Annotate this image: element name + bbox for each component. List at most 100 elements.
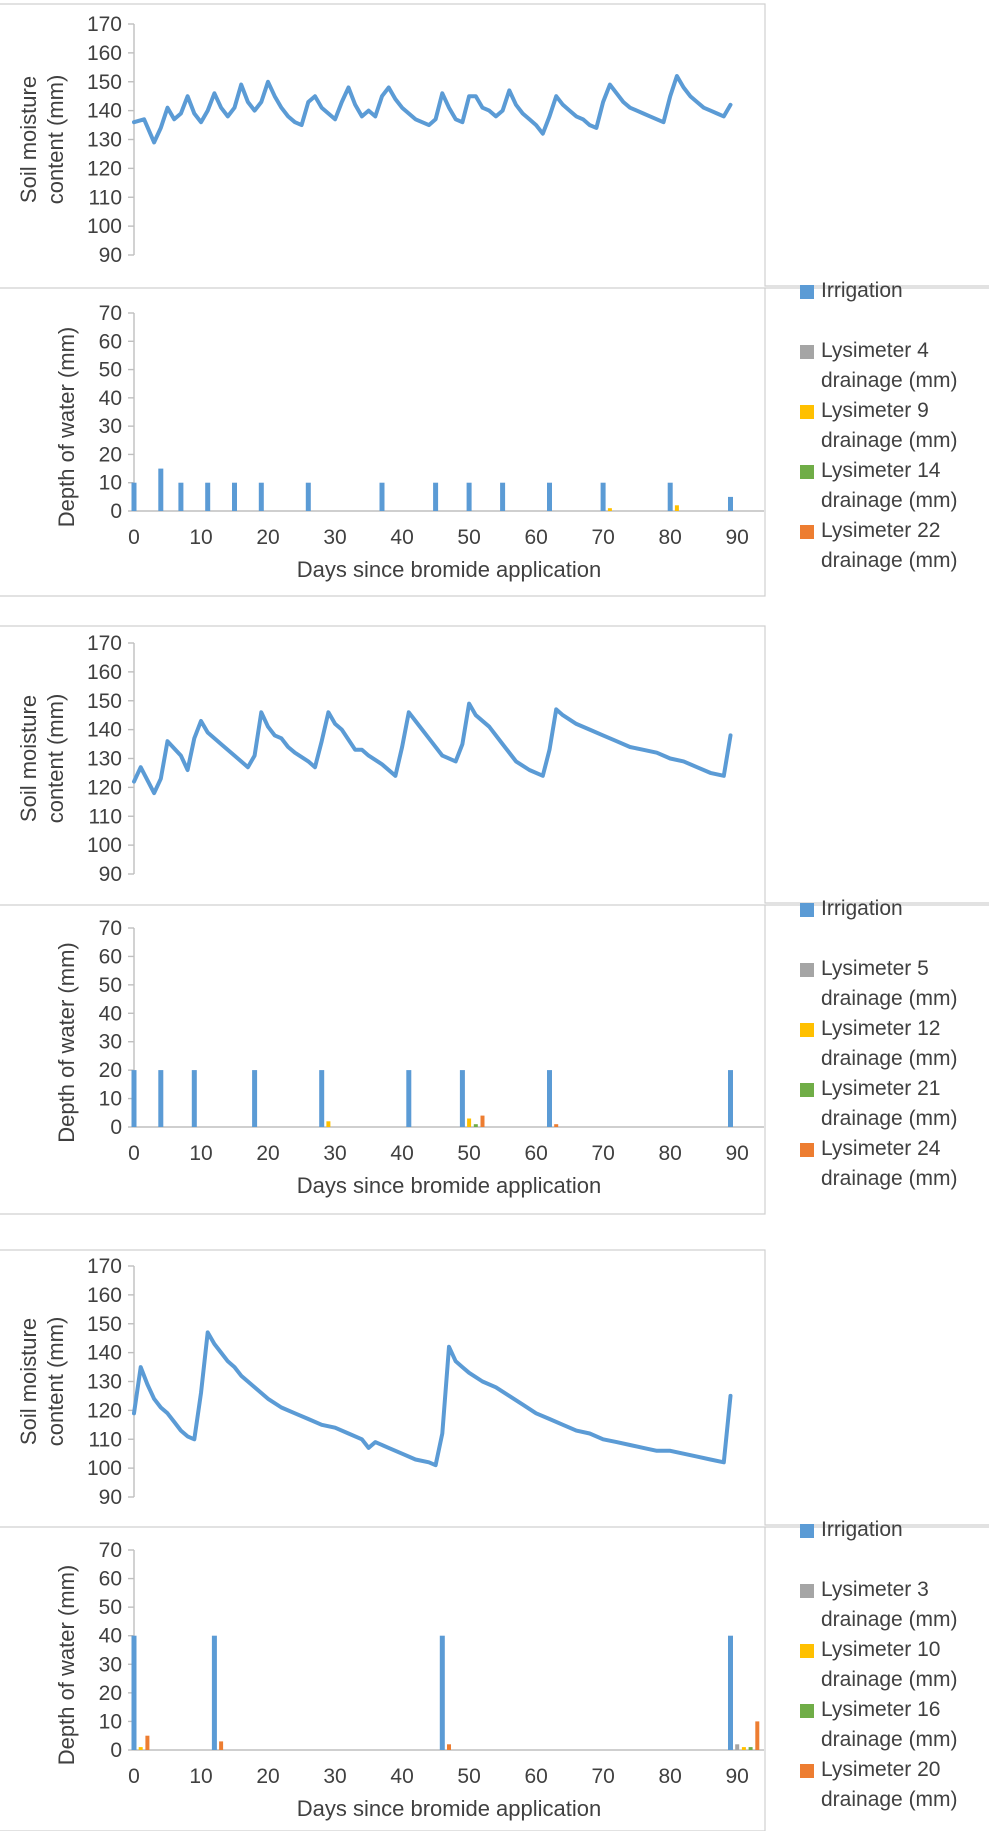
y-tick-label: 50 — [99, 974, 122, 997]
irrigation-bar — [178, 482, 184, 511]
x-axis-title: Days since bromide application — [297, 557, 602, 582]
irrigation-bar — [667, 482, 673, 511]
x-tick-label: 50 — [457, 1142, 480, 1165]
irrigation-bar — [728, 1635, 733, 1750]
legend-label-line: Lysimeter 4 — [821, 339, 929, 362]
legend-label-line: drainage (mm) — [821, 1107, 958, 1130]
legend-label: Lysimeter 20 drainage (mm) — [821, 1758, 958, 1811]
y-axis-title: Soil moisturecontent (mm) — [16, 694, 68, 824]
x-tick-label: 20 — [256, 526, 279, 549]
drainage-bar — [467, 1118, 472, 1127]
legend-label-line: drainage (mm) — [821, 549, 958, 572]
y-tick-label: 140 — [87, 719, 122, 742]
legend-label-line: Lysimeter 3 — [821, 1578, 929, 1601]
x-tick-label: 50 — [457, 1765, 480, 1788]
y-tick-label: 120 — [87, 1399, 122, 1422]
irrigation-bar — [459, 1070, 465, 1127]
legend-swatch — [800, 1143, 814, 1157]
y-axis-title: Depth of water (mm) — [54, 327, 79, 528]
legend-label-line: Lysimeter 21 — [821, 1077, 940, 1100]
y-tick-label: 40 — [99, 1625, 122, 1648]
x-tick-label: 30 — [323, 526, 346, 549]
y-tick-label: 110 — [89, 186, 122, 209]
x-tick-label: 40 — [390, 526, 413, 549]
y-tick-label: 20 — [99, 443, 122, 466]
drainage-bar — [674, 505, 679, 511]
x-tick-label: 30 — [323, 1142, 346, 1165]
legend-swatch — [800, 1083, 814, 1097]
legend-label-line: drainage (mm) — [821, 987, 958, 1010]
x-tick-label: 0 — [128, 1142, 140, 1165]
y-tick-label: 70 — [99, 302, 122, 325]
x-tick-label: 50 — [457, 526, 480, 549]
legend-swatch — [800, 1584, 814, 1598]
legend-swatch — [800, 903, 814, 917]
legend-label-line: Lysimeter 14 — [821, 459, 941, 482]
legend-label-line: drainage (mm) — [821, 489, 958, 512]
y-tick-label: 0 — [110, 1739, 122, 1762]
soil-moisture-line — [132, 701, 733, 796]
legend-swatch — [800, 345, 814, 359]
y-tick-label: 90 — [99, 1486, 122, 1509]
y-tick-label: 60 — [99, 330, 122, 353]
y-tick-label: 170 — [87, 1255, 122, 1278]
legend-swatch — [800, 1644, 814, 1658]
y-tick-label: 140 — [87, 100, 122, 123]
y-axis-title-line: Soil moisture — [16, 695, 41, 822]
drainage-bar — [145, 1735, 150, 1750]
y-tick-label: 30 — [99, 1653, 122, 1676]
drainage-bar — [741, 1747, 746, 1750]
legend-label: Irrigation — [821, 279, 903, 302]
irrigation-bar — [500, 482, 506, 511]
legend-label: Lysimeter 16 drainage (mm) — [821, 1698, 958, 1751]
y-tick-label: 110 — [89, 805, 122, 828]
legend-label-line: Lysimeter 12 — [821, 1017, 940, 1040]
legend-label-line: drainage (mm) — [821, 1668, 958, 1691]
y-tick-label: 170 — [87, 632, 122, 655]
y-tick-label: 70 — [99, 917, 122, 940]
irrigation-bar — [728, 496, 733, 511]
legend-label-line: Lysimeter 5 — [821, 957, 929, 980]
x-tick-label: 10 — [189, 1142, 212, 1165]
legend-label-line: drainage (mm) — [821, 1728, 958, 1751]
soil-moisture-line — [132, 74, 733, 145]
drainage-bar — [607, 508, 612, 511]
y-tick-label: 90 — [99, 863, 122, 886]
irrigation-bar — [191, 1070, 197, 1127]
legend-label-line: Lysimeter 10 — [821, 1638, 940, 1661]
irrigation-bar — [205, 482, 211, 511]
legend-label: Lysimeter 4 drainage (mm) — [821, 339, 958, 392]
x-tick-label: 20 — [256, 1142, 279, 1165]
x-tick-label: 60 — [524, 1142, 547, 1165]
y-tick-label: 100 — [87, 834, 122, 857]
y-axis-title-line: content (mm) — [43, 694, 68, 824]
irrigation-bar — [466, 482, 472, 511]
y-tick-label: 140 — [87, 1342, 122, 1365]
drainage-bar — [748, 1747, 753, 1750]
irrigation-bar — [305, 482, 311, 511]
y-tick-label: 40 — [99, 1002, 122, 1025]
y-tick-label: 20 — [99, 1682, 122, 1705]
x-axis-title: Days since bromide application — [297, 1796, 602, 1821]
irrigation-bar — [600, 482, 606, 511]
drainage-bar — [480, 1115, 485, 1127]
soil-moisture-line — [132, 1330, 733, 1468]
legend-label-line: Lysimeter 24 — [821, 1137, 941, 1160]
y-axis-title: Depth of water (mm) — [54, 1565, 79, 1766]
x-tick-label: 70 — [591, 526, 614, 549]
legend-label: Lysimeter 5 drainage (mm) — [821, 957, 958, 1010]
irrigation-bar — [379, 482, 385, 511]
y-axis-title: Soil moisturecontent (mm) — [16, 1317, 68, 1447]
legend-label-line: Lysimeter 16 — [821, 1698, 940, 1721]
legend-label: Lysimeter 10 drainage (mm) — [821, 1638, 958, 1691]
y-tick-label: 160 — [87, 1284, 122, 1307]
irrigation-bar — [547, 482, 552, 511]
x-tick-label: 10 — [189, 1765, 212, 1788]
drainage-bar — [473, 1124, 478, 1127]
y-tick-label: 120 — [87, 776, 122, 799]
drainage-bar — [219, 1741, 224, 1750]
legend-label-line: drainage (mm) — [821, 1608, 958, 1631]
irrigation-bar — [547, 1070, 552, 1127]
